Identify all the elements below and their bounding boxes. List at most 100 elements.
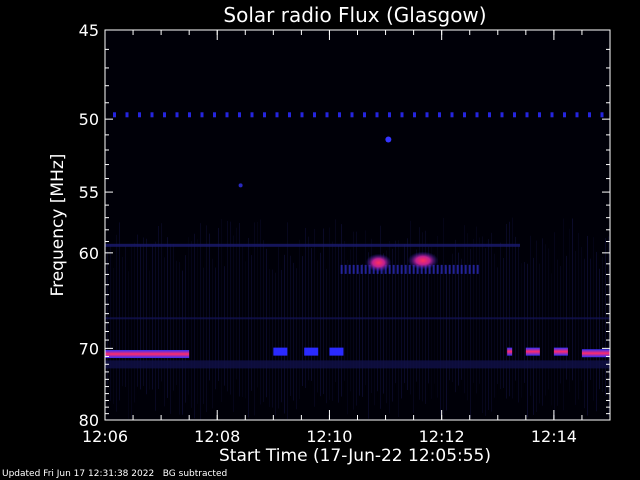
- noise-streak: [467, 233, 468, 401]
- noise-streak: [332, 241, 333, 401]
- noise-streak: [125, 246, 126, 387]
- noise-streak: [110, 244, 111, 401]
- noise-streak: [461, 258, 462, 380]
- noise-streak: [500, 242, 501, 390]
- footer: Updated Fri Jun 17 12:31:38 2022 BG subt…: [2, 469, 227, 479]
- noise-streak: [266, 248, 267, 398]
- band-61mhz-dot: [396, 264, 399, 274]
- noise-streak: [245, 261, 246, 399]
- band-61mhz-dot: [428, 264, 431, 274]
- band-50mhz-dot: [125, 112, 129, 118]
- noise-streak: [578, 232, 579, 400]
- chart-title: Solar radio Flux (Glasgow): [223, 3, 486, 27]
- band-50mhz-dot: [313, 112, 316, 118]
- band-61mhz-dot: [408, 264, 411, 274]
- x-tick-label: 12:10: [306, 427, 352, 446]
- band-50mhz-dot: [488, 112, 491, 118]
- y-tick-label: 80: [79, 411, 99, 430]
- burst-burst-60MHz-b: [407, 251, 439, 270]
- band-61mhz-dot: [468, 264, 471, 274]
- noise-streak: [371, 238, 372, 394]
- noise-streak: [290, 255, 291, 397]
- band-61mhz-dot: [456, 264, 459, 274]
- noise-streak: [278, 247, 279, 409]
- band-50mhz-dot: [475, 112, 479, 118]
- noise-streak: [179, 262, 180, 415]
- band-61mhz-dot: [364, 264, 367, 274]
- noise-streak: [485, 248, 486, 416]
- background-noise: [105, 112, 610, 420]
- noise-streak: [368, 252, 369, 419]
- noise-streak: [140, 244, 141, 390]
- band-50mhz-dot: [363, 112, 366, 118]
- band-61mhz-dot: [344, 264, 347, 274]
- band-61mhz-dot: [340, 264, 343, 274]
- band-61mhz-dot: [448, 264, 451, 274]
- noise-streak: [590, 258, 591, 380]
- band-50mhz-dot: [175, 112, 179, 118]
- noise-streak: [560, 266, 561, 384]
- noise-streak: [317, 260, 318, 393]
- noise-streak: [539, 263, 540, 404]
- noise-streak: [323, 228, 324, 395]
- noise-streak: [308, 236, 309, 381]
- noise-streak: [137, 234, 138, 387]
- noise-streak: [227, 220, 228, 392]
- band-61mhz-dot: [432, 264, 435, 274]
- band-50mhz-dot: [538, 112, 541, 118]
- noise-streak: [572, 218, 573, 381]
- band-50mhz-dot: [238, 112, 241, 118]
- band-50mhz-dot: [550, 112, 554, 118]
- band-50mhz-dot: [188, 112, 191, 118]
- band-61mhz-dot: [388, 264, 391, 274]
- band-50mhz-dot: [200, 112, 204, 118]
- band-61mhz-dot: [348, 264, 351, 274]
- noise-streak: [428, 246, 429, 384]
- noise-streak: [518, 244, 519, 403]
- band-interference-70MHz-mid3: [329, 347, 344, 356]
- noise-streak: [596, 251, 597, 412]
- noise-streak: [515, 236, 516, 381]
- y-tick-label: 55: [79, 183, 99, 202]
- noise-streak: [200, 223, 201, 420]
- band-50mhz-dot: [338, 112, 341, 118]
- band-61mhz-dot: [356, 264, 359, 274]
- noise-streak: [185, 255, 186, 403]
- noise-streak: [128, 271, 129, 419]
- noise-streak: [149, 270, 150, 390]
- noise-streak: [242, 245, 243, 397]
- band-61mhz-dot: [416, 264, 419, 274]
- band-50mhz-dot: [463, 112, 466, 118]
- noise-streak: [569, 228, 570, 392]
- noise-streak: [503, 258, 504, 389]
- band-50mhz-dot: [400, 112, 404, 118]
- noise-streak: [470, 248, 471, 418]
- noise-streak: [497, 267, 498, 385]
- band-interference-70MHz-mid2: [304, 347, 319, 356]
- noise-streak: [173, 243, 174, 391]
- band-61mhz-dot: [464, 264, 467, 274]
- noise-streak: [248, 237, 249, 418]
- noise-streak: [584, 258, 585, 409]
- noise-streak: [422, 232, 423, 402]
- noise-streak: [542, 238, 543, 406]
- burst-burst-60MHz-a: [365, 253, 392, 272]
- noise-streak: [521, 263, 522, 398]
- noise-streak: [353, 231, 354, 410]
- noise-streak: [359, 271, 360, 396]
- band-50mhz-dot: [275, 112, 279, 118]
- x-axis: 12:06 12:08 12:10 12:12 12:14: [82, 30, 611, 446]
- noise-streak: [446, 266, 447, 411]
- noise-streak: [338, 244, 339, 403]
- band-61mhz-dot: [368, 264, 371, 274]
- band-61mhz-dot: [476, 264, 479, 274]
- noise-streak: [275, 272, 276, 416]
- band-61mhz-dot: [352, 264, 355, 274]
- noise-streak: [416, 249, 417, 382]
- noise-streak: [581, 246, 582, 381]
- band-50mhz-dot: [575, 112, 579, 118]
- noise-streak: [482, 236, 483, 414]
- noise-streak: [494, 253, 495, 398]
- band-50mhz-dot: [350, 112, 354, 118]
- band-61mhz-dot: [440, 264, 443, 274]
